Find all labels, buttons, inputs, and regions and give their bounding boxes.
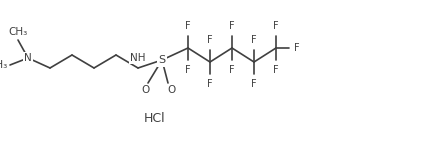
Text: CH₃: CH₃ [9,27,28,37]
Text: F: F [185,21,190,31]
Text: O: O [167,85,176,95]
Text: F: F [207,79,212,89]
Text: HCl: HCl [144,112,165,125]
Text: F: F [185,65,190,75]
Text: O: O [141,85,150,95]
Text: F: F [229,65,234,75]
Text: F: F [250,35,256,45]
Text: F: F [250,79,256,89]
Text: NH: NH [130,53,145,63]
Text: F: F [229,21,234,31]
Text: F: F [207,35,212,45]
Text: F: F [273,21,278,31]
Text: F: F [294,43,299,53]
Text: CH₃: CH₃ [0,60,8,70]
Text: F: F [273,65,278,75]
Text: N: N [24,53,32,63]
Text: S: S [158,55,165,65]
